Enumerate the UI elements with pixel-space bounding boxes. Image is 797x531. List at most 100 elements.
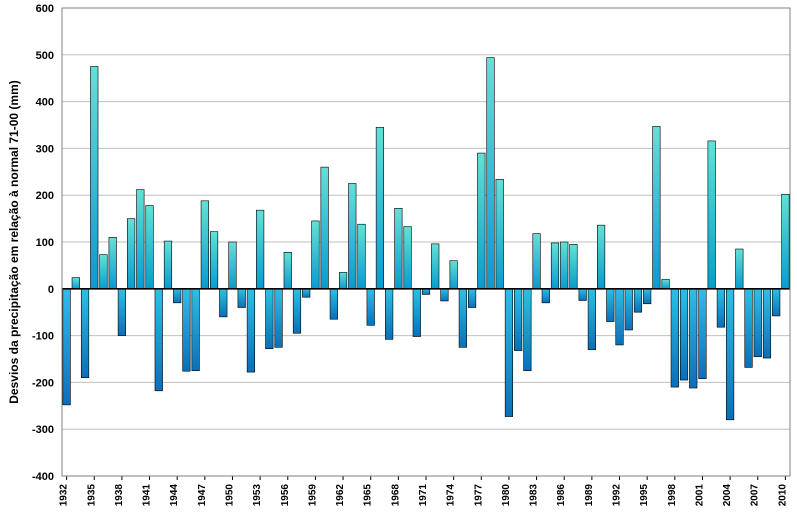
bar [478,153,486,289]
bar [579,289,587,301]
bar [616,289,624,345]
x-tick-label: 1980 [501,484,512,507]
bar [662,279,670,288]
x-tick-label: 1974 [446,484,457,507]
y-tick-label: 0 [48,284,54,296]
bar [293,289,301,333]
bar [708,141,716,289]
bar [625,289,633,330]
y-tick-label: 300 [36,143,54,155]
x-tick-label: 1977 [473,484,484,507]
y-tick-label: -100 [32,331,54,343]
bar [192,289,200,371]
bar [109,237,117,288]
x-tick-label: 2010 [777,484,788,507]
bar [505,289,513,417]
bar [367,289,375,326]
x-tick-label: 2007 [750,484,761,507]
bar [358,224,366,289]
bar [763,289,771,358]
x-tick-label: 1986 [556,484,567,507]
bar [155,289,163,391]
bar [745,289,753,368]
bar [210,232,218,289]
x-tick-label: 1950 [224,484,235,507]
bar [653,126,661,288]
x-tick-label: 1953 [252,484,263,507]
bar [736,249,744,289]
x-tick-label: 1962 [335,484,346,507]
bar [597,225,605,289]
bar [717,289,725,327]
x-tick-label: 2001 [694,484,705,507]
bar [689,289,697,388]
y-tick-label: 500 [36,50,54,62]
bar [137,190,145,289]
x-tick-label: 2004 [722,484,733,507]
bar [782,194,790,289]
bar [404,227,412,289]
bar [183,289,191,371]
y-axis-title: Desvios da precipitação em relação à nor… [7,80,21,403]
y-tick-label: -200 [32,377,54,389]
bar [238,289,246,308]
bar [284,252,292,288]
bar [201,201,209,289]
bar [496,179,504,289]
bar [127,219,135,289]
x-tick-label: 1989 [584,484,595,507]
bar [376,127,384,288]
x-tick-label: 1983 [529,484,540,507]
y-tick-label: -300 [32,424,54,436]
bar [524,289,532,371]
bar [266,289,274,349]
bar [459,289,467,348]
bar [330,289,338,319]
bar [754,289,762,357]
bar [275,289,283,348]
y-tick-label: 200 [36,190,54,202]
precip-deviation-bar-chart: -400-300-200-100010020030040050060019321… [0,0,797,531]
x-tick-label: 1998 [667,484,678,507]
bar [321,167,329,289]
x-tick-label: 1995 [639,484,650,507]
bar [588,289,596,350]
bar [395,208,403,288]
x-ticks: 1932193519381941194419471950195319561959… [59,476,789,506]
bar [726,289,734,420]
bar [680,289,688,380]
bar [173,289,181,303]
bar [90,67,98,289]
bar [607,289,615,322]
bar [542,289,550,303]
bar [219,289,227,317]
bar [146,206,154,289]
bar [81,289,89,378]
bar [100,255,108,289]
x-tick-label: 1968 [390,484,401,507]
bar [450,261,458,289]
bar [302,289,310,297]
bar [551,243,559,289]
bar [441,289,449,301]
bar [247,289,255,372]
bar [643,289,651,304]
bar [533,234,541,289]
bar [487,58,495,289]
x-tick-label: 1932 [59,484,70,507]
bar [339,272,347,288]
x-tick-label: 1935 [86,484,97,507]
bar [256,210,264,289]
x-tick-label: 1947 [197,484,208,507]
y-tick-label: 100 [36,237,54,249]
bar [72,278,80,289]
x-tick-label: 1956 [280,484,291,507]
x-tick-label: 1938 [114,484,125,507]
bar [772,289,780,316]
bar [229,242,237,289]
bar [63,289,71,405]
x-tick-label: 1941 [142,484,153,507]
y-tick-label: 600 [36,3,54,15]
bar [468,289,476,308]
x-tick-label: 1959 [307,484,318,507]
